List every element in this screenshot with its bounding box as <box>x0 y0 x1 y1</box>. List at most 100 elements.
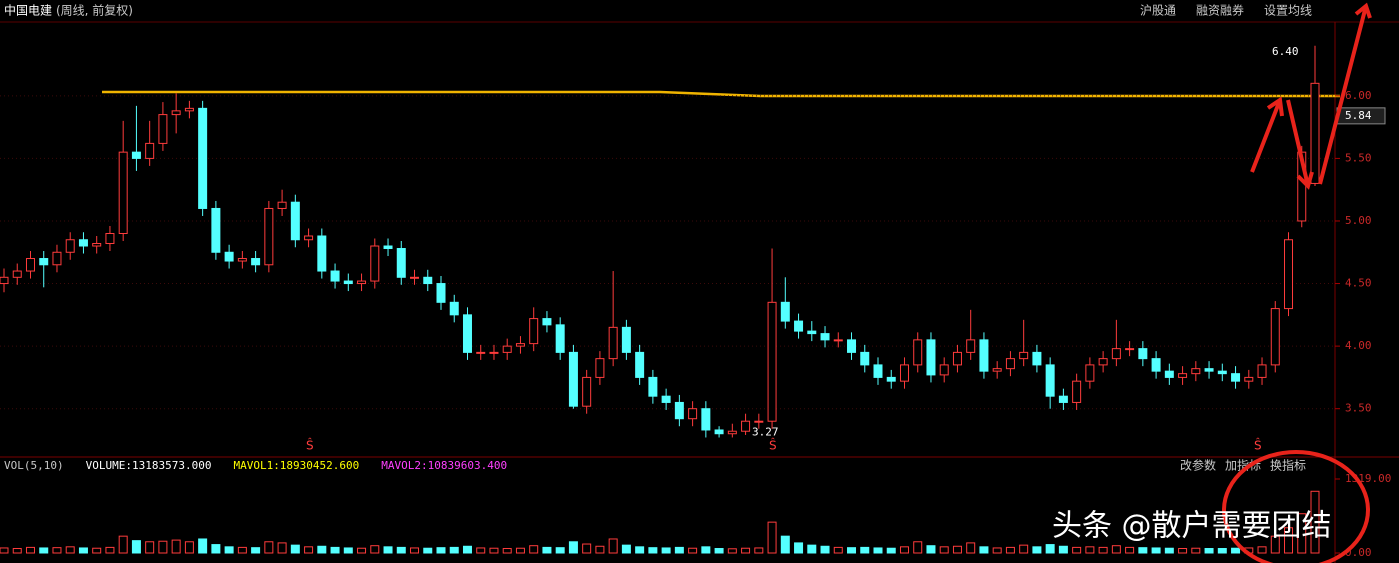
volume-bar <box>25 546 35 554</box>
volume-bar <box>449 546 459 554</box>
volume-bar <box>304 546 314 554</box>
volume-bar <box>939 546 949 554</box>
volume-bar <box>635 546 645 554</box>
candle-body <box>410 276 420 279</box>
y-tick-label: 1319.00 <box>1345 472 1391 485</box>
candle-body <box>555 324 565 353</box>
candle-body <box>105 232 115 245</box>
candle-body <box>515 343 525 347</box>
candle-body <box>714 429 724 435</box>
arrow <box>1286 99 1314 190</box>
panel-button[interactable]: 换指标 <box>1270 458 1306 473</box>
volume-bar <box>595 545 605 554</box>
volume-bar <box>820 545 830 554</box>
volume-bar <box>582 543 592 554</box>
candle-body <box>357 280 367 285</box>
candle-body <box>52 251 62 266</box>
volume-bar <box>489 547 499 554</box>
volume-bar <box>847 547 857 554</box>
candle-body <box>78 239 88 247</box>
candle-body <box>833 339 843 342</box>
candle-body <box>886 376 896 382</box>
volume-bar <box>899 546 909 554</box>
volume-bar <box>52 547 62 554</box>
volume-bar <box>542 546 552 554</box>
candle-body <box>1125 348 1135 351</box>
candle-body <box>873 364 883 378</box>
volume-bar <box>145 541 155 554</box>
candle-body <box>489 351 499 354</box>
candle-body <box>1058 395 1068 403</box>
volume-bar <box>952 545 962 554</box>
volume-bar <box>701 546 711 554</box>
candle-body <box>727 430 737 435</box>
candle-body <box>92 243 102 247</box>
panel-button[interactable]: 加指标 <box>1225 458 1261 473</box>
volume-bar <box>1151 547 1161 554</box>
candle-body <box>966 339 976 353</box>
volume-bar <box>211 544 221 554</box>
candle-body <box>767 301 777 422</box>
volume-bar <box>410 547 420 554</box>
candle-body <box>992 368 1002 372</box>
volume-bar <box>184 541 194 554</box>
volume-bar <box>1217 548 1227 554</box>
volume-bar <box>966 542 976 554</box>
toolbar-button[interactable]: 设置均线 <box>1264 4 1312 18</box>
volume-bar <box>873 547 883 554</box>
volume-bar <box>727 548 737 554</box>
volume-bar <box>78 547 88 554</box>
candle-body <box>899 364 909 382</box>
plot: 3.504.004.505.005.506.005.846.403.270.00… <box>0 45 1391 559</box>
volume-bar <box>568 541 578 554</box>
volume-bar <box>1019 544 1029 554</box>
candle-body <box>913 339 923 366</box>
toolbar-button[interactable]: 沪股通 <box>1140 4 1176 18</box>
price-tag: 5.84 <box>1345 109 1372 122</box>
candle-body <box>701 408 711 431</box>
volume-header: MAVOL1:18930452.600 <box>233 459 359 472</box>
toolbar-button[interactable]: 融资融券 <box>1196 3 1244 18</box>
panel-button[interactable]: 改参数 <box>1180 458 1216 473</box>
candle-body <box>661 395 671 403</box>
y-tick-label: 6.00 <box>1345 89 1372 102</box>
high-label: 6.40 <box>1272 45 1299 58</box>
volume-bar <box>608 538 618 554</box>
candle-body <box>1032 351 1042 366</box>
volume-bar <box>979 546 989 554</box>
candle-body <box>1244 376 1254 382</box>
volume-header: MAVOL2:10839603.400 <box>381 459 507 472</box>
volume-bar <box>264 541 274 554</box>
volume-bar <box>926 545 936 554</box>
volume-bar <box>105 546 115 554</box>
volume-bar <box>92 547 102 554</box>
candle-body <box>184 107 194 112</box>
volume-bar <box>674 546 684 554</box>
volume-bar <box>1257 546 1267 554</box>
candle-body <box>423 276 433 285</box>
volume-bar <box>1032 546 1042 554</box>
candle-body <box>939 364 949 376</box>
volume-bar <box>1058 545 1068 554</box>
volume-bar <box>515 547 525 554</box>
volume-bar <box>529 545 539 554</box>
candle-body <box>979 339 989 372</box>
volume-bar <box>1045 544 1055 554</box>
candle-body <box>145 142 155 159</box>
signal: Ŝ <box>1254 438 1262 453</box>
volume-bar <box>1204 548 1214 554</box>
y-tick-label: 4.00 <box>1345 339 1372 352</box>
candle-body <box>198 107 208 209</box>
candle-body <box>621 326 631 353</box>
candle-body <box>224 251 234 262</box>
candle-body <box>688 408 698 420</box>
candle-body <box>317 235 327 272</box>
candle-body <box>25 258 35 272</box>
candle-body <box>926 339 936 376</box>
y-tick-label: 4.50 <box>1345 277 1372 290</box>
candle-body <box>449 301 459 316</box>
candle-body <box>780 301 790 322</box>
volume-bar <box>251 547 261 554</box>
candle-body <box>952 351 962 366</box>
volume-bar <box>661 547 671 554</box>
